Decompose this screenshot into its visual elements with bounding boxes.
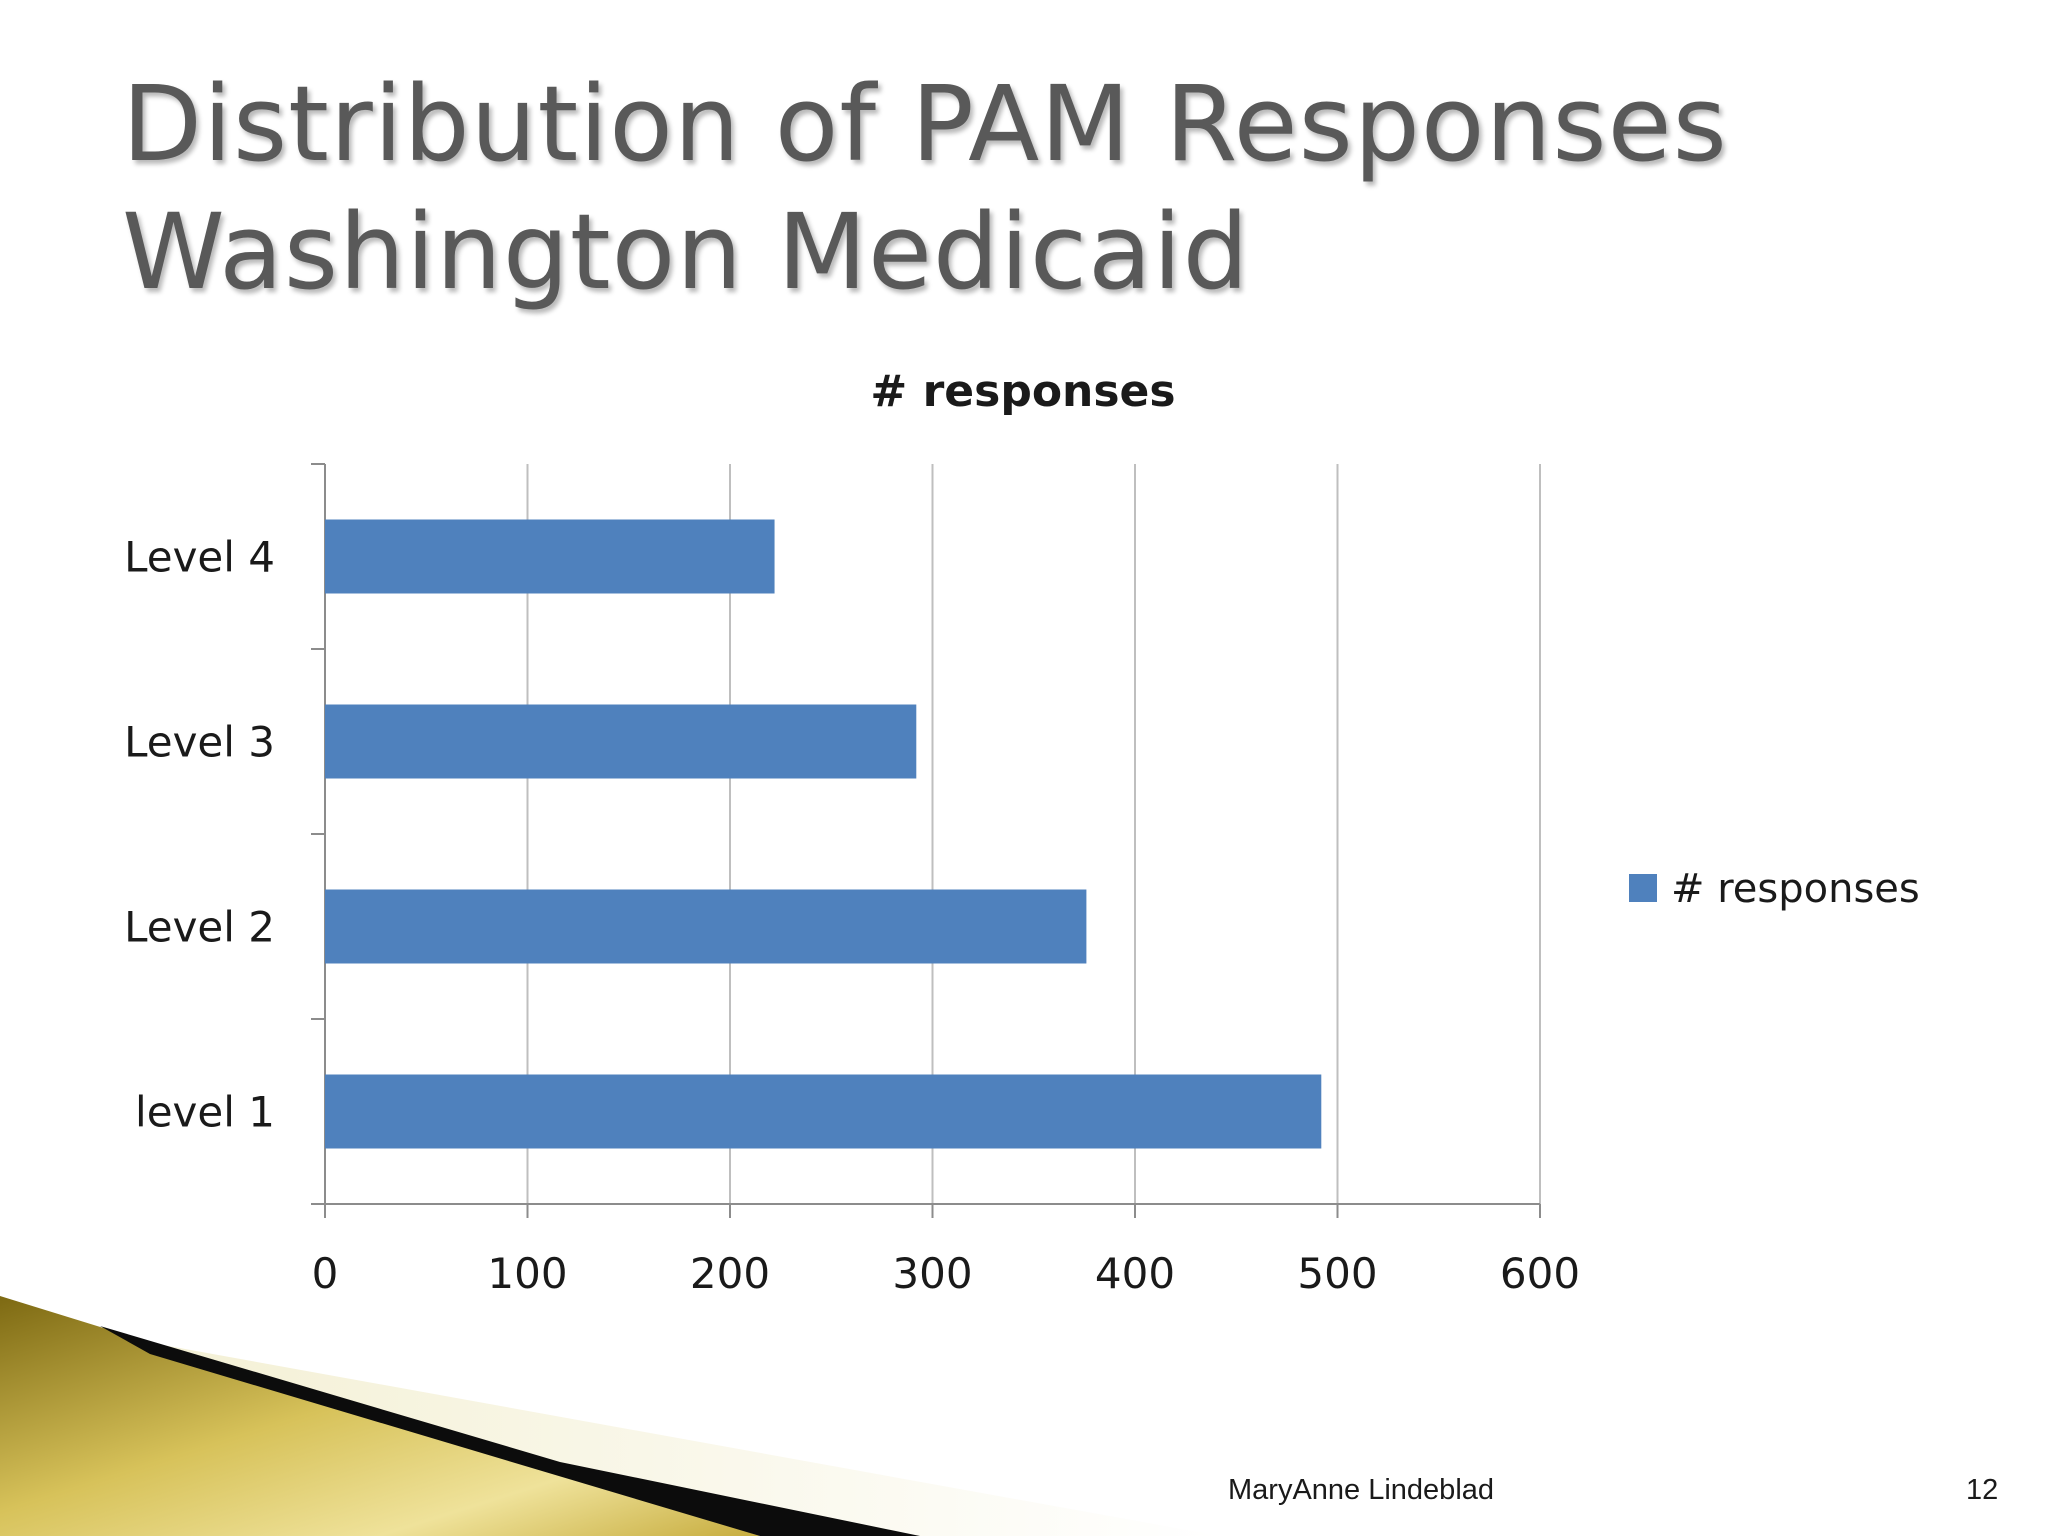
bars bbox=[325, 519, 1322, 1149]
bar-level-1 bbox=[325, 1074, 1322, 1149]
legend-swatch bbox=[1629, 874, 1657, 902]
page-title: Distribution of PAM Responses Washington… bbox=[122, 60, 1728, 316]
title-line-2: Washington Medicaid bbox=[122, 191, 1250, 313]
x-tick-label: 300 bbox=[892, 1249, 972, 1298]
y-category-label: level 1 bbox=[135, 1088, 275, 1137]
axis-labels: 0 100 200 300 400 500 600 Level 4 Level 3 Level 2… bbox=[124, 533, 1580, 1299]
y-category-label: Level 4 bbox=[124, 533, 275, 582]
title-line-1: Distribution of PAM Responses bbox=[122, 63, 1728, 185]
x-tick-label: 600 bbox=[1500, 1249, 1580, 1298]
bar-level-3 bbox=[325, 704, 917, 779]
x-tick-label: 500 bbox=[1297, 1249, 1377, 1298]
y-category-label: Level 2 bbox=[124, 903, 275, 952]
x-tick-label: 400 bbox=[1095, 1249, 1175, 1298]
x-tick-label: 100 bbox=[487, 1249, 567, 1298]
chart-title: # responses bbox=[870, 366, 1175, 417]
legend-label: # responses bbox=[1671, 866, 1920, 912]
legend: # responses bbox=[1629, 866, 1920, 912]
y-category-label: Level 3 bbox=[124, 718, 275, 767]
page-number: 12 bbox=[1966, 1474, 1999, 1506]
bar-level-4 bbox=[325, 519, 775, 594]
x-tick-label: 200 bbox=[690, 1249, 770, 1298]
footer-author: MaryAnne Lindeblad bbox=[1228, 1474, 1495, 1506]
bar-level-2 bbox=[325, 889, 1087, 964]
x-tick-label: 0 bbox=[312, 1249, 339, 1298]
